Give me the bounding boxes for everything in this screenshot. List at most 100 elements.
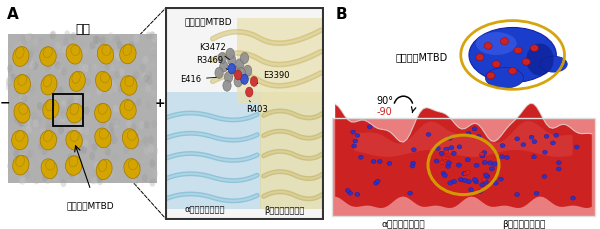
Circle shape (130, 144, 136, 152)
Circle shape (352, 144, 356, 148)
Ellipse shape (41, 75, 57, 95)
Circle shape (21, 38, 27, 46)
Circle shape (79, 84, 85, 92)
Circle shape (445, 156, 449, 160)
Circle shape (127, 165, 133, 173)
Circle shape (441, 171, 446, 175)
Circle shape (500, 38, 509, 45)
Circle shape (16, 75, 22, 84)
Ellipse shape (95, 71, 112, 91)
Circle shape (34, 176, 40, 185)
Ellipse shape (98, 104, 107, 114)
Circle shape (144, 147, 149, 155)
Circle shape (41, 40, 47, 48)
Bar (332, 118, 595, 216)
Circle shape (215, 67, 223, 78)
Circle shape (542, 174, 547, 179)
Circle shape (75, 123, 81, 131)
Circle shape (6, 78, 12, 86)
Polygon shape (335, 104, 592, 208)
Ellipse shape (97, 44, 113, 64)
Circle shape (114, 71, 120, 79)
Ellipse shape (19, 104, 28, 114)
Circle shape (439, 151, 445, 155)
Circle shape (50, 168, 56, 176)
Circle shape (108, 75, 113, 83)
Circle shape (446, 161, 452, 165)
Circle shape (9, 169, 15, 177)
Circle shape (152, 35, 158, 43)
Circle shape (119, 68, 125, 76)
Circle shape (250, 76, 257, 86)
Ellipse shape (540, 56, 567, 72)
Circle shape (346, 188, 350, 193)
Circle shape (22, 111, 28, 119)
Circle shape (150, 47, 156, 55)
Circle shape (43, 110, 49, 118)
Text: K3472: K3472 (199, 43, 230, 60)
Circle shape (469, 188, 473, 192)
Circle shape (37, 162, 43, 170)
Circle shape (377, 159, 382, 164)
Circle shape (514, 47, 522, 54)
Circle shape (32, 119, 38, 127)
Circle shape (17, 166, 23, 175)
Circle shape (113, 104, 119, 113)
Text: +: + (155, 97, 166, 109)
Circle shape (484, 42, 492, 49)
Circle shape (125, 74, 131, 82)
Circle shape (375, 179, 380, 183)
Circle shape (49, 161, 55, 170)
Circle shape (112, 35, 118, 44)
Circle shape (25, 171, 31, 179)
Circle shape (465, 158, 470, 162)
Circle shape (46, 111, 52, 120)
Circle shape (133, 165, 139, 173)
Circle shape (150, 32, 156, 40)
Circle shape (98, 47, 104, 55)
Circle shape (42, 117, 47, 125)
Circle shape (56, 87, 62, 95)
Circle shape (127, 164, 133, 172)
Circle shape (457, 145, 462, 149)
Circle shape (226, 48, 235, 59)
Circle shape (52, 125, 58, 133)
Circle shape (556, 167, 561, 171)
Circle shape (135, 162, 141, 171)
Text: ダイニンMTBD: ダイニンMTBD (184, 17, 232, 27)
Circle shape (20, 140, 26, 148)
Circle shape (23, 163, 29, 171)
Circle shape (65, 101, 71, 109)
Circle shape (85, 78, 91, 86)
Circle shape (131, 75, 137, 83)
Circle shape (488, 161, 493, 165)
Ellipse shape (67, 103, 83, 123)
Circle shape (109, 79, 115, 87)
Circle shape (149, 61, 155, 69)
Circle shape (71, 129, 77, 137)
Circle shape (74, 172, 80, 181)
Circle shape (29, 47, 35, 55)
Circle shape (142, 73, 148, 81)
Ellipse shape (43, 99, 59, 119)
Text: R3469: R3469 (196, 56, 228, 69)
Circle shape (109, 58, 115, 66)
Circle shape (128, 85, 134, 94)
Circle shape (23, 84, 29, 92)
Circle shape (145, 85, 151, 93)
Circle shape (237, 67, 245, 78)
Circle shape (108, 170, 113, 179)
Circle shape (145, 60, 151, 68)
Circle shape (63, 37, 69, 46)
Circle shape (30, 87, 35, 95)
Circle shape (41, 147, 47, 155)
Circle shape (89, 41, 95, 49)
Circle shape (474, 163, 479, 167)
Circle shape (113, 153, 119, 162)
Ellipse shape (43, 75, 52, 87)
Circle shape (133, 34, 139, 43)
Ellipse shape (11, 130, 28, 150)
Circle shape (93, 94, 99, 102)
Circle shape (151, 120, 157, 128)
Circle shape (410, 161, 416, 165)
